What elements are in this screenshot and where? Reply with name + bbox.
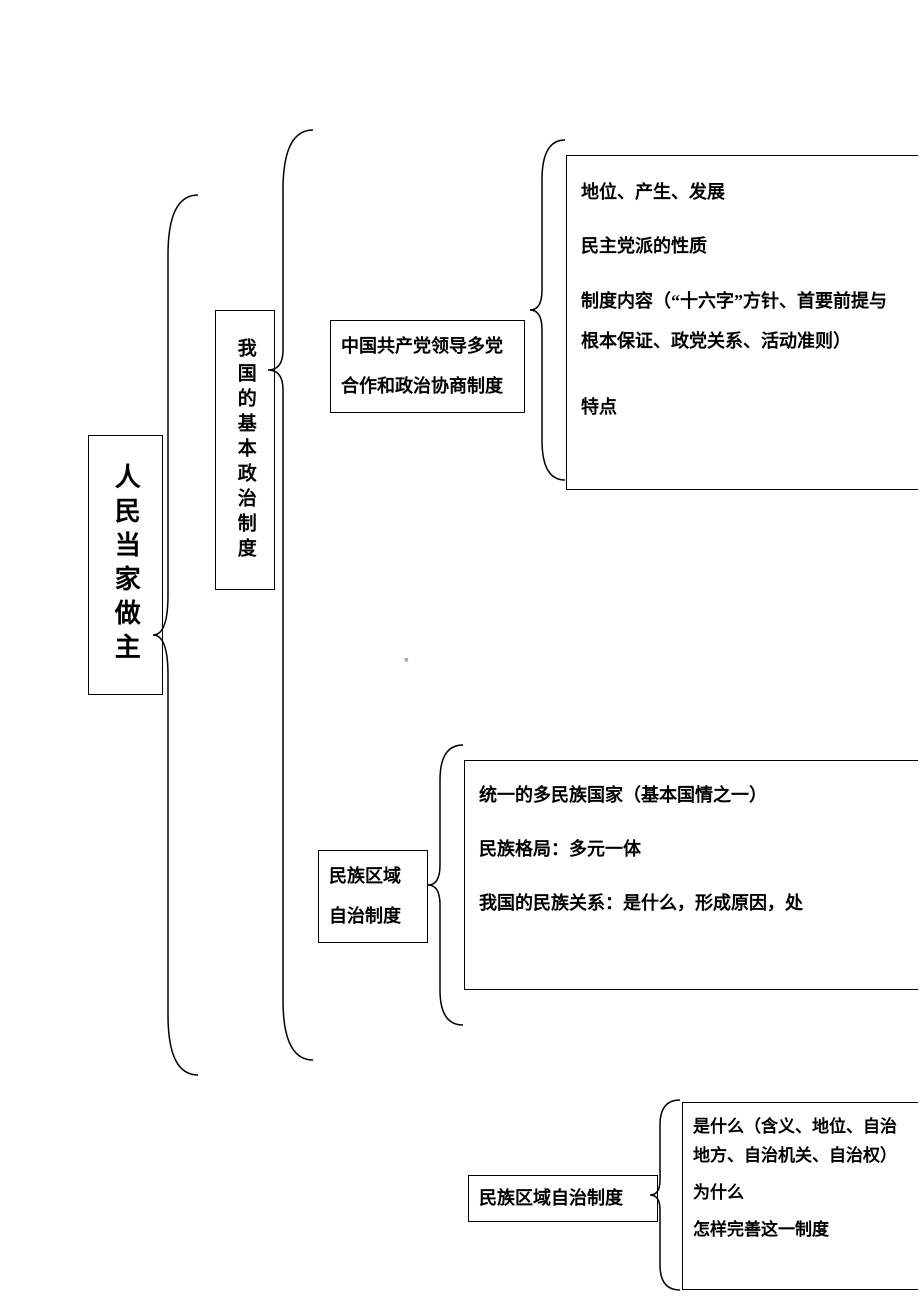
page-marker: ▪ (404, 653, 409, 669)
branch3-item-a: 是什么（含义、地位、自治地方、自治机关、自治权） (693, 1113, 908, 1171)
root-node: 人民当家做主 (88, 435, 163, 695)
brace-branch2 (428, 745, 463, 1025)
branch3-details: 是什么（含义、地位、自治地方、自治机关、自治权） 为什么 怎样完善这一制度 (682, 1102, 918, 1290)
branch1-item-b: 民主党派的性质 (581, 228, 904, 264)
level2-node: 我国的基本政治制度 (215, 310, 275, 590)
branch3-item-b: 为什么 (693, 1179, 908, 1208)
brace-branch1 (530, 140, 565, 480)
branch2-title: 民族区域自治制度 (318, 850, 428, 943)
branch1-item-a: 地位、产生、发展 (581, 174, 904, 210)
branch1-title-text: 中国共产党领导多党合作和政治协商制度 (341, 336, 503, 396)
branch1-item-d: 特点 (581, 389, 904, 425)
branch2-item-c: 我国的民族关系：是什么，形成原因，处 (479, 885, 904, 921)
brace-branch3 (650, 1100, 680, 1290)
branch2-title-text: 民族区域自治制度 (329, 866, 401, 926)
branch3-item-c: 怎样完善这一制度 (693, 1216, 908, 1245)
branch3-title-text: 民族区域自治制度 (479, 1188, 623, 1208)
branch1-item-c: 制度内容（“十六字”方针、首要前提与根本保证、政党关系、活动准则） (581, 282, 904, 361)
branch1-title: 中国共产党领导多党合作和政治协商制度 (330, 320, 525, 413)
brace-root (153, 195, 198, 1075)
branch2-item-a: 统一的多民族国家（基本国情之一） (479, 777, 904, 813)
brace-level2 (268, 130, 313, 1060)
branch2-details: 统一的多民族国家（基本国情之一） 民族格局：多元一体 我国的民族关系：是什么，形… (464, 760, 918, 990)
branch1-details: 地位、产生、发展 民主党派的性质 制度内容（“十六字”方针、首要前提与根本保证、… (566, 155, 918, 490)
branch3-title: 民族区域自治制度 (468, 1175, 658, 1222)
branch2-item-b: 民族格局：多元一体 (479, 831, 904, 867)
